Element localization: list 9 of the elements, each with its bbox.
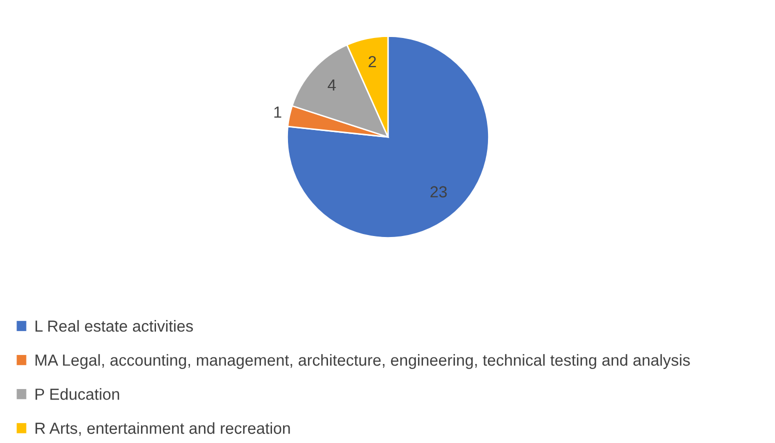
legend-label: MA Legal, accounting, management, architecture, engineering, technical testing and analysis [36, 354, 690, 369]
legend-label: P Education [36, 388, 120, 400]
legend-label: L Real estate activities [36, 320, 193, 332]
data-label: 4 [328, 80, 336, 91]
pie-slice [286, 36, 490, 238]
data-label: 2 [368, 56, 376, 68]
data-label: 1 [274, 106, 282, 118]
data-label: 23 [430, 186, 447, 198]
legend-label: R Arts, entertainment and recreation [36, 422, 290, 436]
